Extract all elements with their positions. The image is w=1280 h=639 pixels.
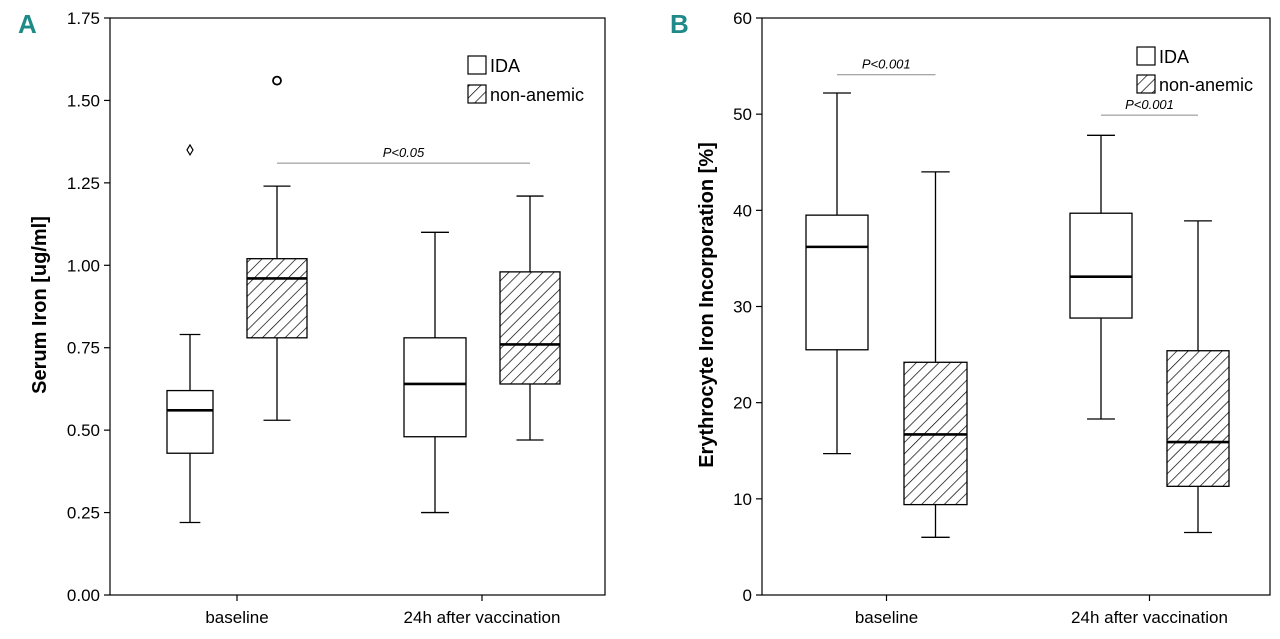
legend-a: IDA non-anemic: [467, 55, 584, 105]
iqr-box: [403, 337, 467, 438]
annotations-a: P<0.05: [277, 145, 530, 164]
panel-label-a: A: [18, 9, 37, 39]
legend-swatch-non-anemic-a: [467, 84, 487, 104]
outlier-point: [272, 75, 282, 86]
legend-label-ida-a: IDA: [490, 56, 520, 76]
x-category-label-a: 24h after vaccination: [404, 608, 561, 627]
iqr-box: [246, 258, 308, 339]
boxes-a: [166, 75, 561, 524]
legend-swatch-ida-b: [1136, 46, 1156, 66]
box-ida-baseline-b: [805, 92, 869, 455]
y-tick-label-a: 0.75: [67, 339, 100, 358]
panel-label-b: B: [670, 9, 689, 39]
y-tick-label-b: 60: [733, 9, 752, 28]
x-categories-a: baseline 24h after vaccination: [205, 595, 560, 627]
y-ticks-b: 0 10 20 30 40 50 60: [733, 9, 762, 605]
iqr-box: [805, 214, 869, 351]
panel-b: B Erythrocyte Iron Incorporation [%] 0 10…: [670, 9, 1271, 627]
x-category-label-b: baseline: [855, 608, 918, 627]
box-ida-baseline-a: [166, 143, 214, 524]
y-tick-label-a: 0.50: [67, 421, 100, 440]
iqr-box: [499, 271, 561, 385]
y-tick-label-b: 20: [733, 394, 752, 413]
y-axis-label-a: Serum Iron [ug/ml]: [29, 216, 51, 394]
iqr-box: [166, 389, 214, 454]
y-axis-label-b: Erythrocyte Iron Incorporation [%]: [696, 142, 718, 468]
box-non-anemic-24h-a: [499, 195, 561, 441]
box-non-anemic-baseline-b: [903, 171, 968, 538]
y-tick-label-a: 1.75: [67, 9, 100, 28]
legend-swatch-non-anemic-b: [1136, 74, 1156, 94]
box-ida-24h-a: [403, 231, 467, 514]
annotations-b: P<0.001 P<0.001: [837, 57, 1198, 116]
x-category-label-b: 24h after vaccination: [1071, 608, 1228, 627]
box-non-anemic-baseline-a: [246, 75, 308, 421]
outlier-point: [186, 143, 194, 157]
y-tick-label-b: 0: [743, 586, 752, 605]
y-tick-label-b: 10: [733, 490, 752, 509]
legend-label-non-anemic-a: non-anemic: [490, 85, 584, 105]
iqr-box: [1166, 350, 1230, 487]
panel-a: A Serum Iron [ug/ml] 0.00 0.25 0.50 0.75 1.0…: [18, 9, 606, 627]
x-category-label-a: baseline: [205, 608, 268, 627]
legend-label-non-anemic-b: non-anemic: [1159, 75, 1253, 95]
y-tick-label-b: 40: [733, 201, 752, 220]
legend-swatch-ida-a: [467, 55, 487, 75]
significance-label-b: P<0.001: [1125, 97, 1174, 112]
y-tick-label-b: 50: [733, 105, 752, 124]
legend-b: IDA non-anemic: [1136, 46, 1253, 95]
y-tick-label-b: 30: [733, 298, 752, 317]
box-non-anemic-24h-b: [1166, 220, 1230, 534]
iqr-box: [1069, 212, 1133, 319]
y-tick-label-a: 1.25: [67, 174, 100, 193]
y-ticks-a: 0.00 0.25 0.50 0.75 1.00 1.25 1.50 1.75: [67, 9, 110, 605]
boxes-b: [805, 92, 1230, 538]
y-tick-label-a: 0.25: [67, 504, 100, 523]
legend-label-ida-b: IDA: [1159, 47, 1189, 67]
plot-area-a: [109, 17, 606, 596]
x-categories-b: baseline 24h after vaccination: [855, 595, 1228, 627]
y-tick-label-a: 1.00: [67, 256, 100, 275]
y-tick-label-a: 1.50: [67, 91, 100, 110]
y-tick-label-a: 0.00: [67, 586, 100, 605]
significance-label-a: P<0.05: [383, 145, 425, 160]
significance-label-b: P<0.001: [862, 57, 911, 72]
box-ida-24h-b: [1069, 134, 1133, 420]
